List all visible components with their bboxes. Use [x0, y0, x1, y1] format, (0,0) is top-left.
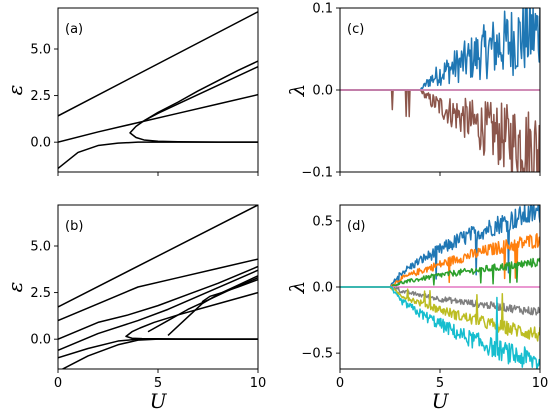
- panel-label: (d): [347, 219, 365, 234]
- y-tick-label: −0.1: [301, 166, 333, 181]
- y-tick-label: 0.0: [312, 281, 333, 296]
- panel-label: (c): [347, 22, 364, 37]
- plot-area: [58, 205, 258, 369]
- series-line-a-1: [58, 11, 258, 117]
- x-tick-label: 10: [250, 376, 267, 391]
- series-line-b-3: [58, 265, 258, 340]
- panel-label: (b): [65, 219, 83, 234]
- series-line-c-1: [340, 8, 540, 91]
- series-line-d-7: [340, 286, 540, 369]
- series-line-a-3: [58, 93, 258, 143]
- series-line-b-6: [61, 338, 258, 369]
- x-tick-label: 0: [336, 376, 344, 391]
- x-axis-label: U: [150, 389, 168, 413]
- y-tick-label: −0.5: [301, 347, 333, 362]
- series-line-b-5: [58, 338, 258, 359]
- plot-area: [340, 8, 540, 172]
- y-axis-label: ε: [3, 282, 27, 293]
- series-line-d-6: [340, 286, 540, 342]
- panel-b: 0 5 10 0.0 2.5 5.0 (b) ε U: [3, 204, 267, 413]
- x-tick-label: 5: [436, 376, 444, 391]
- series-line-a-5: [143, 60, 258, 122]
- x-tick-label: 0: [54, 376, 62, 391]
- panel-label: (a): [65, 22, 83, 37]
- y-tick-label: 2.5: [30, 89, 51, 104]
- y-tick-label: 2.5: [30, 286, 51, 301]
- panel-a: 0.0 2.5 5.0 (a) ε: [3, 7, 259, 176]
- y-axis-label: ε: [3, 85, 27, 96]
- axes-frame: [57, 204, 259, 370]
- series-line-b-10: [201, 278, 258, 303]
- plot-area: [340, 205, 540, 369]
- y-tick-label: 0.0: [30, 136, 51, 151]
- axes-frame: [57, 7, 259, 173]
- series-line-b-4: [58, 269, 258, 352]
- x-axis-label: U: [432, 389, 450, 413]
- y-tick-label: 0.1: [312, 2, 333, 17]
- plot-area: [58, 11, 258, 170]
- panel-d: 0 5 10 −0.5 0.0 0.5 (d) λ U: [285, 204, 549, 413]
- y-axis-label: λ: [285, 84, 309, 98]
- y-axis-label: λ: [285, 281, 309, 295]
- y-tick-label: 0.0: [30, 333, 51, 348]
- series-line-b-1: [58, 205, 258, 308]
- y-tick-label: 0.0: [312, 84, 333, 99]
- panel-c: −0.1 0.0 0.1 (c) λ: [285, 2, 541, 181]
- series-line-b-2: [58, 258, 258, 322]
- series-line-a-2: [58, 141, 258, 170]
- y-tick-label: 5.0: [30, 43, 51, 58]
- y-tick-label: 5.0: [30, 240, 51, 255]
- series-line-b-9: [167, 275, 258, 336]
- series-line-a-4: [129, 66, 258, 143]
- x-tick-label: 10: [532, 376, 549, 391]
- y-tick-label: 0.5: [312, 214, 333, 229]
- x-tick-label: 5: [154, 376, 162, 391]
